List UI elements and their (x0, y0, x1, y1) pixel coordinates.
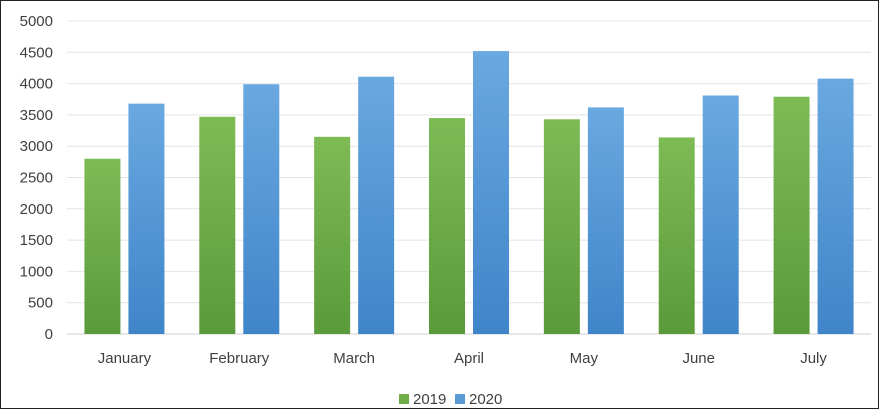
legend-swatch-2019 (399, 394, 409, 404)
y-axis-ticks: 0 500 1000 1500 2000 2500 3000 3500 4000 4500 5000 (20, 13, 53, 343)
gridlines (67, 20, 871, 335)
bars (84, 51, 854, 335)
bar-2019-may (543, 119, 580, 334)
bar-2020-july (817, 78, 854, 334)
bar-2019-july (773, 96, 810, 334)
x-tick-label: April (454, 350, 484, 367)
y-tick-label: 4500 (20, 44, 53, 61)
y-tick-label: 3000 (20, 138, 53, 155)
bar-2020-february (243, 84, 280, 334)
x-tick-label: January (98, 350, 152, 367)
x-tick-label: June (682, 350, 715, 367)
y-tick-label: 500 (28, 295, 53, 312)
legend-swatch-2020 (455, 394, 465, 404)
y-tick-label: 1000 (20, 263, 53, 280)
y-tick-label: 2000 (20, 201, 53, 218)
bar-2019-march (314, 136, 351, 334)
legend-label-2020: 2020 (469, 391, 502, 408)
x-axis-ticks: January February March April May June July (98, 350, 828, 367)
bar-2020-january (128, 103, 165, 334)
bar-2020-june (702, 95, 739, 334)
legend: 2019 2020 (399, 391, 502, 408)
y-tick-label: 4000 (20, 76, 53, 93)
x-tick-label: March (333, 350, 375, 367)
bar-2020-may (587, 107, 624, 334)
bar-2019-january (84, 158, 121, 334)
bar-2019-february (199, 116, 236, 334)
y-tick-label: 0 (45, 326, 53, 343)
legend-label-2019: 2019 (413, 391, 446, 408)
x-tick-label: May (570, 350, 599, 367)
bar-2020-april (473, 51, 509, 334)
y-tick-label: 3500 (20, 107, 53, 124)
bar-2020-march (358, 76, 395, 335)
y-tick-label: 5000 (20, 13, 53, 30)
x-tick-label: July (800, 350, 827, 367)
y-tick-label: 2500 (20, 170, 53, 187)
bar-2019-june (658, 137, 695, 334)
x-tick-label: February (209, 350, 270, 367)
bar-2019-april (429, 118, 465, 334)
y-tick-label: 1500 (20, 232, 53, 249)
